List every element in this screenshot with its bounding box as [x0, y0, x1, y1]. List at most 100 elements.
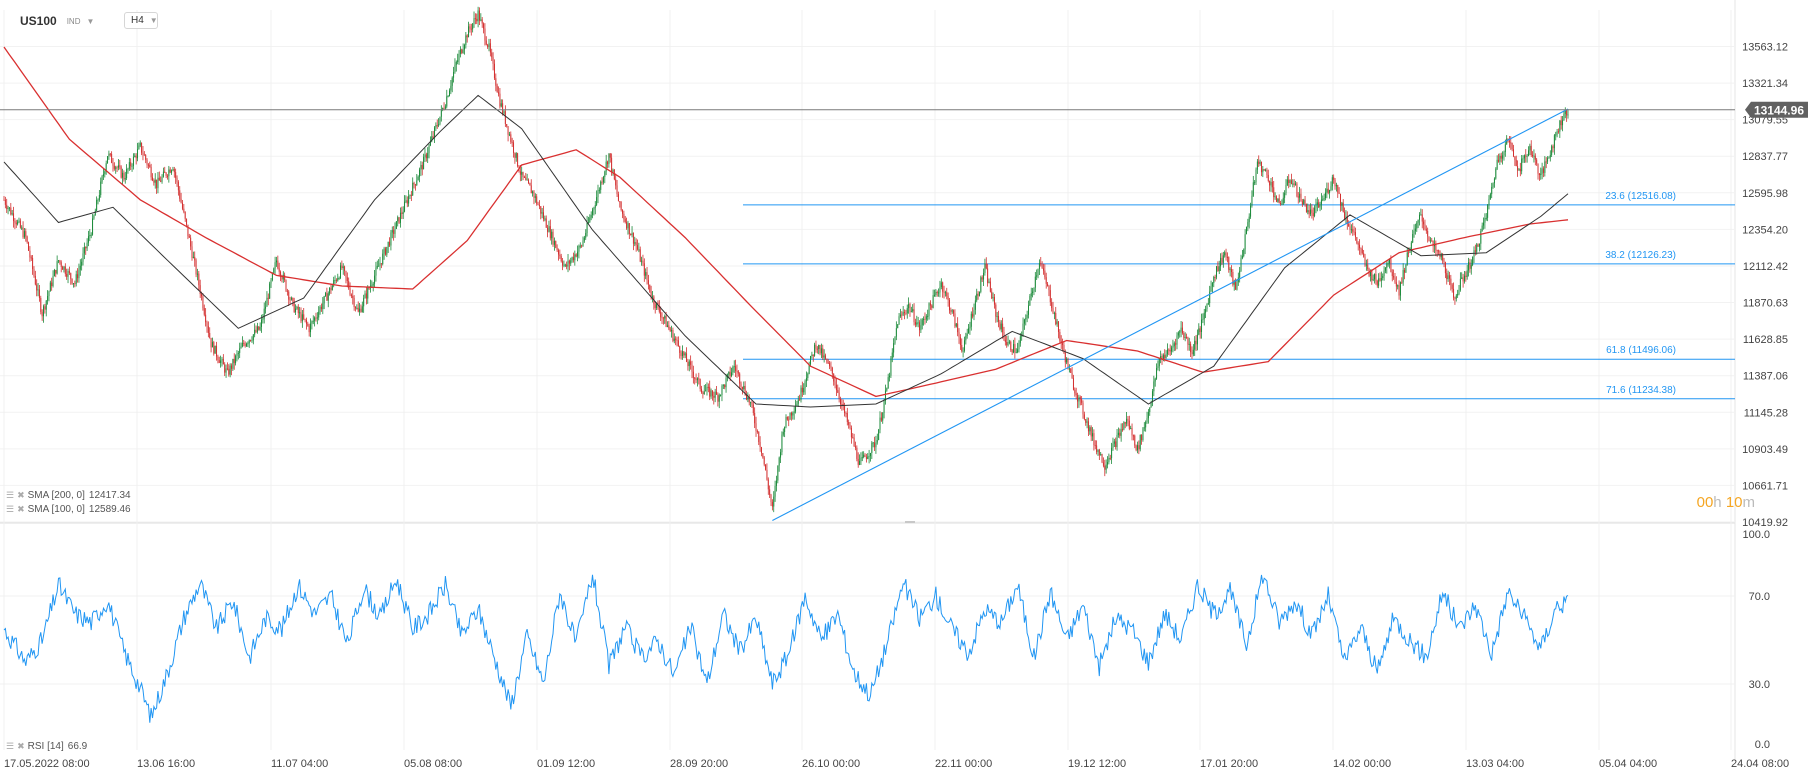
candle	[63, 265, 65, 273]
candle-body	[765, 464, 767, 470]
candle	[909, 302, 911, 317]
candle	[725, 373, 727, 393]
candle-body	[1295, 183, 1297, 185]
candle	[443, 102, 445, 111]
candle-body	[500, 103, 502, 107]
candle	[344, 265, 346, 276]
candle	[345, 270, 347, 284]
timeframe-selector[interactable]: H4 ▼	[124, 12, 158, 29]
candle	[1319, 201, 1321, 212]
rsi-tick-label: 70.0	[1749, 591, 1770, 603]
candle-body	[909, 303, 911, 312]
candle-body	[1409, 250, 1411, 253]
candle	[989, 277, 991, 293]
candle	[439, 116, 441, 126]
candle-body	[472, 23, 474, 30]
candle	[1045, 272, 1047, 289]
close-icon[interactable]: ✖	[17, 741, 25, 751]
candle-body	[353, 297, 355, 308]
candle-body	[221, 358, 223, 361]
candle	[162, 167, 164, 178]
candle	[1008, 339, 1010, 345]
candle	[1289, 179, 1291, 188]
candle	[1296, 182, 1298, 198]
candle-body	[895, 328, 897, 337]
candle	[676, 336, 678, 347]
candle-body	[537, 203, 539, 205]
candle-body	[1199, 328, 1201, 332]
chevron-down-icon[interactable]: ▼	[86, 16, 95, 26]
candle	[493, 59, 495, 81]
candle	[1293, 179, 1295, 188]
candle	[435, 122, 437, 132]
candle	[1334, 178, 1336, 190]
candle-body	[43, 306, 45, 317]
legend-rsi[interactable]: ☰ ✖ RSI [14] 66.9	[6, 741, 87, 752]
settings-icon[interactable]: ☰	[6, 504, 15, 514]
candle-body	[623, 213, 625, 220]
legend-sma200[interactable]: ☰ ✖ SMA [200, 0] 12417.34	[6, 490, 131, 501]
candle-body	[75, 274, 77, 284]
candle-body	[894, 336, 896, 344]
candle-body	[1389, 259, 1391, 264]
candle-body	[462, 49, 464, 53]
close-icon[interactable]: ✖	[17, 490, 25, 500]
candle-body	[549, 226, 551, 239]
candle	[1112, 437, 1114, 451]
candle-body	[668, 325, 670, 329]
candle-body	[1165, 354, 1167, 359]
candle	[921, 318, 923, 330]
candle	[275, 256, 277, 267]
candle-body	[416, 180, 418, 186]
candle	[572, 252, 574, 263]
candle-body	[374, 275, 376, 284]
candle-body	[528, 179, 530, 183]
candle-body	[1350, 229, 1352, 231]
legend-sma100[interactable]: ☰ ✖ SMA [100, 0] 12589.46	[6, 504, 131, 515]
candle	[782, 428, 784, 437]
candle-body	[1019, 336, 1021, 344]
candle-body	[1175, 343, 1177, 345]
candle	[1527, 146, 1529, 157]
candle-body	[15, 222, 17, 225]
candle	[631, 226, 633, 238]
candle	[172, 166, 174, 172]
candle-body	[1526, 155, 1528, 157]
candle-body	[698, 378, 700, 380]
candle-body	[1532, 154, 1534, 157]
instrument-header[interactable]: US100 IND ▼	[20, 12, 94, 30]
candle-body	[995, 304, 997, 317]
candle-body	[1356, 237, 1358, 244]
candle-body	[1365, 264, 1367, 266]
settings-icon[interactable]: ☰	[6, 490, 15, 500]
close-icon[interactable]: ✖	[17, 504, 25, 514]
candle-body	[1305, 203, 1307, 213]
candle-body	[32, 257, 34, 270]
candle-body	[1344, 212, 1346, 219]
candle	[1146, 411, 1148, 424]
candle	[766, 463, 768, 481]
candle-body	[190, 237, 192, 247]
candle	[372, 281, 374, 292]
candle-body	[675, 338, 677, 340]
candle-body	[1440, 254, 1442, 258]
candle-body	[421, 164, 423, 170]
candle-body	[352, 295, 354, 298]
settings-icon[interactable]: ☰	[6, 741, 15, 751]
candle	[127, 167, 129, 174]
candle	[390, 230, 392, 251]
candle-body	[1022, 323, 1024, 335]
candle-body	[466, 35, 468, 38]
candle	[348, 277, 350, 290]
candle-body	[1454, 297, 1456, 299]
candle-body	[1143, 427, 1145, 429]
candle-body	[846, 413, 848, 423]
candle	[228, 364, 230, 377]
candle-body	[1293, 183, 1295, 185]
candle-body	[1548, 157, 1550, 159]
candle	[1487, 203, 1489, 222]
candle	[89, 229, 91, 242]
candle-body	[1083, 414, 1085, 420]
